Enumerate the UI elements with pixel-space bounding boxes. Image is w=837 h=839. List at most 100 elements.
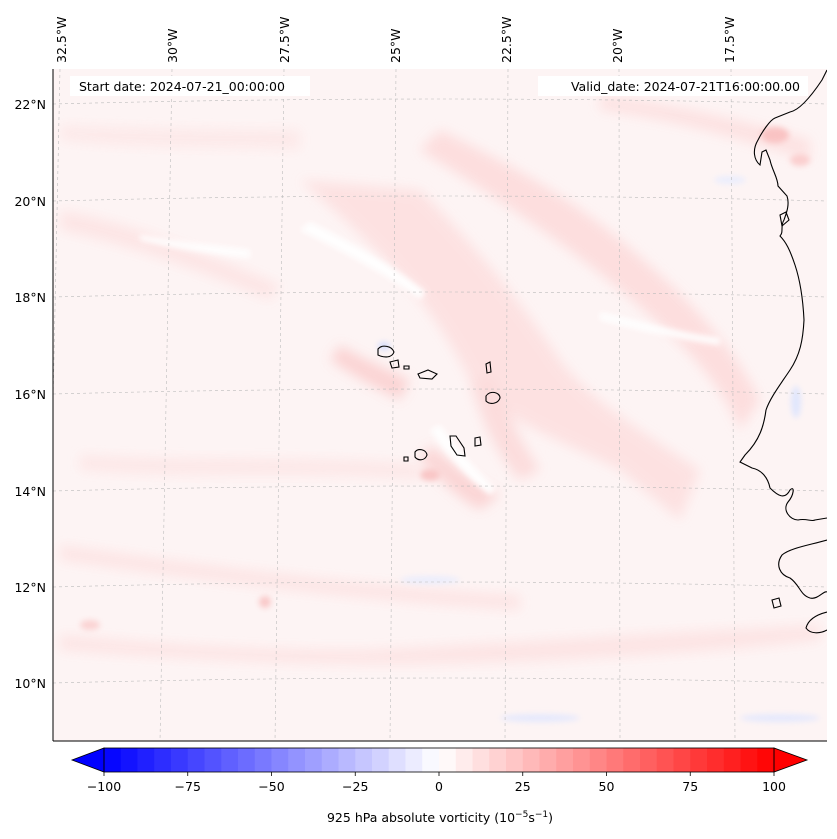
vorticity-streak <box>430 425 496 495</box>
longitude-gridline <box>618 69 621 741</box>
start-date-box <box>70 76 310 96</box>
colorbar-cell <box>154 748 172 772</box>
coastlines <box>377 69 827 634</box>
colorbar: −100 −75 −50 −25 0 25 50 75 100 925 hPa absolute… <box>70 747 809 825</box>
vorticity-band <box>300 180 700 520</box>
latitude-label: 20°N <box>14 194 46 209</box>
longitude-gridline <box>504 69 509 741</box>
longitude-label: 20°W <box>610 28 625 63</box>
start-date-label: Start date: 2024-07-21_00:00:00 <box>79 79 285 94</box>
colorbar-cell <box>171 748 189 772</box>
african-island <box>771 597 782 609</box>
colorbar-cell <box>723 748 741 772</box>
colorbar-cell <box>187 748 205 772</box>
latitude-gridline <box>53 98 827 105</box>
vorticity-band <box>60 210 280 300</box>
colorbar-cell <box>623 748 641 772</box>
longitude-gridline <box>159 69 173 741</box>
island-maio <box>474 436 482 447</box>
colorbar-cell <box>640 748 658 772</box>
colorbar-cell <box>539 748 557 772</box>
colorbar-cell <box>271 748 289 772</box>
longitude-label: 32.5°W <box>54 17 69 63</box>
negative-vorticity-patch <box>500 714 580 722</box>
colorbar-cell <box>104 748 122 772</box>
latitude-label: 10°N <box>14 676 46 691</box>
latitude-gridline <box>53 291 827 298</box>
colorbar-tick-label: 0 <box>435 779 443 794</box>
island-fogo <box>414 449 428 461</box>
colorbar-cell <box>455 748 473 772</box>
island-santiago <box>449 435 466 457</box>
colorbar-cell <box>573 748 591 772</box>
island-sal <box>485 361 492 374</box>
latitude-label: 18°N <box>14 290 46 305</box>
colorbar-cell <box>238 748 256 772</box>
colorbar-cell <box>254 748 272 772</box>
latitude-gridline <box>53 388 827 395</box>
colorbar-cell <box>606 748 624 772</box>
longitude-gridline <box>389 69 397 741</box>
valid-date-box <box>538 76 808 96</box>
island-sao-vicente <box>389 359 400 369</box>
latitude-label: 22°N <box>14 97 46 112</box>
longitude-gridline <box>274 69 285 741</box>
colorbar-cell <box>305 748 323 772</box>
positive-vorticity-spot <box>761 127 789 143</box>
colorbar-tick-label: −50 <box>258 779 284 794</box>
colorbar-cell <box>656 748 674 772</box>
colorbar-tick-label: 50 <box>599 779 615 794</box>
colorbar-tick-label: 25 <box>515 779 531 794</box>
map-panel: Start date: 2024-07-21_00:00:00 Valid_da… <box>14 17 827 742</box>
longitude-label: 22.5°W <box>499 17 514 63</box>
colorbar-cell <box>707 748 725 772</box>
colorbar-cell <box>288 748 306 772</box>
vorticity-band <box>60 625 820 665</box>
map-background <box>53 69 827 741</box>
vorticity-streak <box>140 235 250 258</box>
island-brava <box>403 456 409 462</box>
negative-vorticity-patch <box>791 386 801 418</box>
colorbar-tick-label: −25 <box>342 779 368 794</box>
vorticity-field <box>60 95 820 722</box>
latitude-gridline <box>53 195 827 202</box>
colorbar-cell <box>472 748 490 772</box>
longitude-gridline <box>730 69 736 741</box>
colorbar-cell <box>673 748 691 772</box>
valid-date-label: Valid_date: 2024-07-21T16:00:00.00 <box>571 79 800 94</box>
colorbar-extend-low <box>70 747 105 773</box>
vorticity-band <box>420 445 500 510</box>
colorbar-tick-label: −100 <box>87 779 121 794</box>
colorbar-ticks: −100 −75 −50 −25 0 25 50 75 100 <box>87 772 786 794</box>
african-coastline <box>778 539 827 599</box>
colorbar-tick-label: 100 <box>762 779 786 794</box>
negative-vorticity-patch <box>714 176 746 184</box>
colorbar-cell <box>137 748 155 772</box>
vorticity-band <box>420 130 760 430</box>
colorbar-cells <box>104 748 775 772</box>
positive-vorticity-spot <box>80 620 100 630</box>
colorbar-cell <box>489 748 507 772</box>
colorbar-cell <box>522 748 540 772</box>
island-boa-vista <box>485 391 501 404</box>
latitude-gridline <box>53 485 827 492</box>
colorbar-cell <box>388 748 406 772</box>
latitude-labels: 22°N 20°N 18°N 16°N 14°N 12°N 10°N <box>14 97 46 691</box>
colorbar-cell <box>405 748 423 772</box>
vorticity-band <box>330 345 410 400</box>
positive-vorticity-spot <box>790 154 810 166</box>
colorbar-cell <box>422 748 440 772</box>
colorbar-cell <box>204 748 222 772</box>
longitude-label: 25°W <box>388 28 403 63</box>
vorticity-streak <box>600 312 720 345</box>
latitude-label: 12°N <box>14 580 46 595</box>
colorbar-cell <box>372 748 390 772</box>
colorbar-cell <box>690 748 708 772</box>
colorbar-cell <box>355 748 373 772</box>
colorbar-cell <box>506 748 524 772</box>
colorbar-cell <box>556 748 574 772</box>
island-sao-nicolau <box>417 369 438 380</box>
african-coastline <box>739 69 827 522</box>
colorbar-cell <box>120 748 138 772</box>
colorbar-cell <box>757 748 775 772</box>
